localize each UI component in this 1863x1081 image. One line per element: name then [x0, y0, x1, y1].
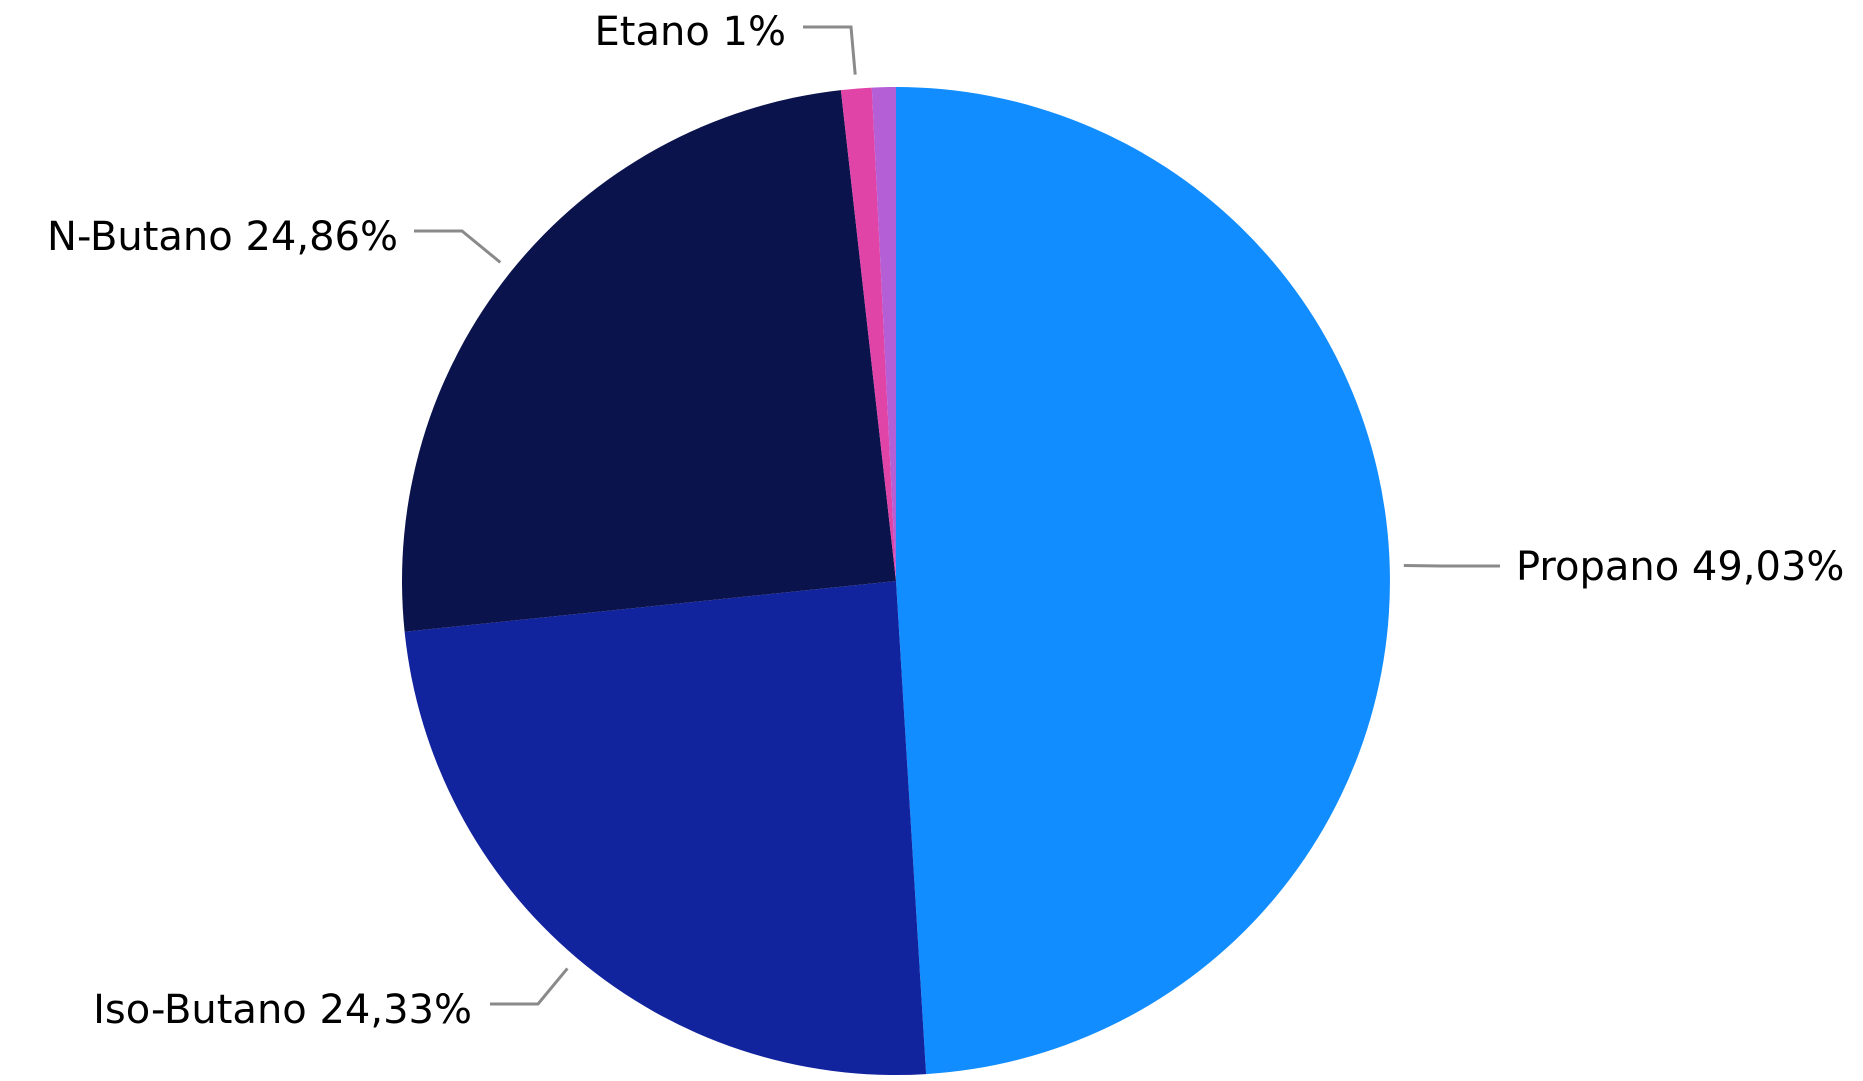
data-label-etano: Etano 1% [595, 9, 786, 55]
pie-slice-iso-butano [404, 581, 927, 1075]
pie-slice-propano [896, 87, 1390, 1075]
data-labels: Propano 49,03% Iso-Butano 24,33% N-Butano … [47, 9, 1844, 1033]
data-label-propano: Propano 49,03% [1516, 544, 1844, 590]
pie-slice-etano [840, 87, 896, 581]
data-label-n-butano: N-Butano 24,86% [47, 214, 398, 260]
pie-slice-n-butano [402, 90, 896, 632]
leader-line-iso-butano [490, 967, 569, 1006]
pie-slice-slice-4 [871, 87, 896, 581]
pie-slices [402, 87, 1390, 1075]
data-label-iso-butano: Iso-Butano 24,33% [93, 987, 472, 1033]
leader-line-n-butano [414, 229, 502, 264]
leader-line-propano [1403, 564, 1500, 568]
leader-lines [414, 25, 1500, 1006]
leader-line-etano [803, 25, 857, 75]
